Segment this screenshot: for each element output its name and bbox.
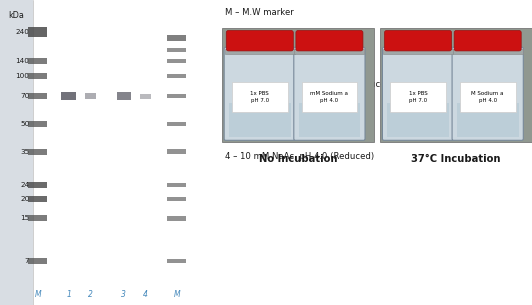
Bar: [85, 93, 96, 99]
Bar: [457, 103, 519, 137]
Text: mM Sodium a
pH 4.0: mM Sodium a pH 4.0: [310, 91, 348, 103]
Bar: [298, 103, 360, 137]
Text: 1: 1: [66, 290, 71, 299]
Bar: [167, 122, 186, 126]
FancyBboxPatch shape: [452, 47, 523, 140]
FancyBboxPatch shape: [383, 47, 454, 140]
Bar: [167, 197, 186, 201]
Text: 37°C Incubation: 37°C Incubation: [411, 154, 501, 164]
Bar: [232, 82, 288, 112]
Text: 50: 50: [20, 121, 29, 127]
Bar: [28, 149, 47, 155]
FancyBboxPatch shape: [385, 30, 452, 51]
Text: 1x PBS
pH 7.0: 1x PBS pH 7.0: [251, 91, 269, 103]
Bar: [167, 59, 186, 63]
Bar: [140, 94, 151, 99]
Bar: [61, 92, 77, 100]
Text: 2 – 10 mM NaAc, pH 4.0 (Non-Reduced): 2 – 10 mM NaAc, pH 4.0 (Non-Reduced): [225, 80, 394, 89]
Bar: [229, 103, 290, 137]
Bar: [167, 48, 186, 52]
Bar: [390, 82, 446, 112]
Text: 240: 240: [15, 29, 29, 35]
Bar: [383, 49, 453, 54]
Text: 3: 3: [121, 290, 126, 299]
Bar: [167, 149, 186, 154]
Bar: [28, 73, 47, 79]
FancyBboxPatch shape: [294, 47, 365, 140]
Text: 70: 70: [20, 93, 29, 99]
Text: M Sodium a
pH 4.0: M Sodium a pH 4.0: [471, 91, 504, 103]
Bar: [28, 27, 47, 37]
Bar: [28, 182, 47, 188]
Text: 24: 24: [20, 182, 29, 188]
Text: 1 – 1X PBS, pH 7.0 (Non-Reduced): 1 – 1X PBS, pH 7.0 (Non-Reduced): [225, 44, 370, 53]
Bar: [167, 259, 186, 263]
Bar: [222, 28, 373, 142]
Text: 15: 15: [20, 215, 29, 221]
Bar: [28, 215, 47, 221]
FancyBboxPatch shape: [296, 30, 363, 51]
Text: M: M: [173, 290, 180, 299]
Text: M: M: [35, 290, 41, 299]
Text: 1x PBS
pH 7.0: 1x PBS pH 7.0: [409, 91, 427, 103]
Bar: [28, 121, 47, 127]
Bar: [28, 196, 47, 202]
Bar: [28, 58, 47, 64]
Bar: [453, 49, 522, 54]
Bar: [167, 74, 186, 78]
FancyBboxPatch shape: [224, 47, 295, 140]
FancyBboxPatch shape: [226, 30, 293, 51]
Bar: [387, 103, 449, 137]
Bar: [28, 258, 47, 264]
Text: 140: 140: [15, 58, 29, 64]
Text: 35: 35: [20, 149, 29, 155]
Bar: [167, 183, 186, 187]
Bar: [117, 92, 131, 100]
Bar: [167, 35, 186, 41]
Bar: [0, 0, 34, 305]
Text: 100: 100: [15, 73, 29, 79]
Text: 3 – 1X PBS, pH 7.0 (Reduced): 3 – 1X PBS, pH 7.0 (Reduced): [225, 116, 350, 125]
Text: 20: 20: [20, 196, 29, 202]
Text: 4: 4: [143, 290, 148, 299]
Bar: [28, 93, 47, 99]
Bar: [167, 216, 186, 221]
Bar: [294, 49, 364, 54]
FancyBboxPatch shape: [454, 30, 521, 51]
Bar: [225, 49, 295, 54]
Bar: [302, 82, 358, 112]
Text: 2: 2: [88, 290, 93, 299]
Text: 7: 7: [25, 258, 29, 264]
Text: No Incubation: No Incubation: [259, 154, 337, 164]
Bar: [460, 82, 516, 112]
Text: 4 – 10 mM NaAc, pH 4.0 (Reduced): 4 – 10 mM NaAc, pH 4.0 (Reduced): [225, 152, 374, 161]
Text: M – M.W marker: M – M.W marker: [225, 8, 294, 17]
Text: kDa: kDa: [8, 11, 23, 20]
Bar: [167, 94, 186, 98]
Bar: [380, 28, 532, 142]
